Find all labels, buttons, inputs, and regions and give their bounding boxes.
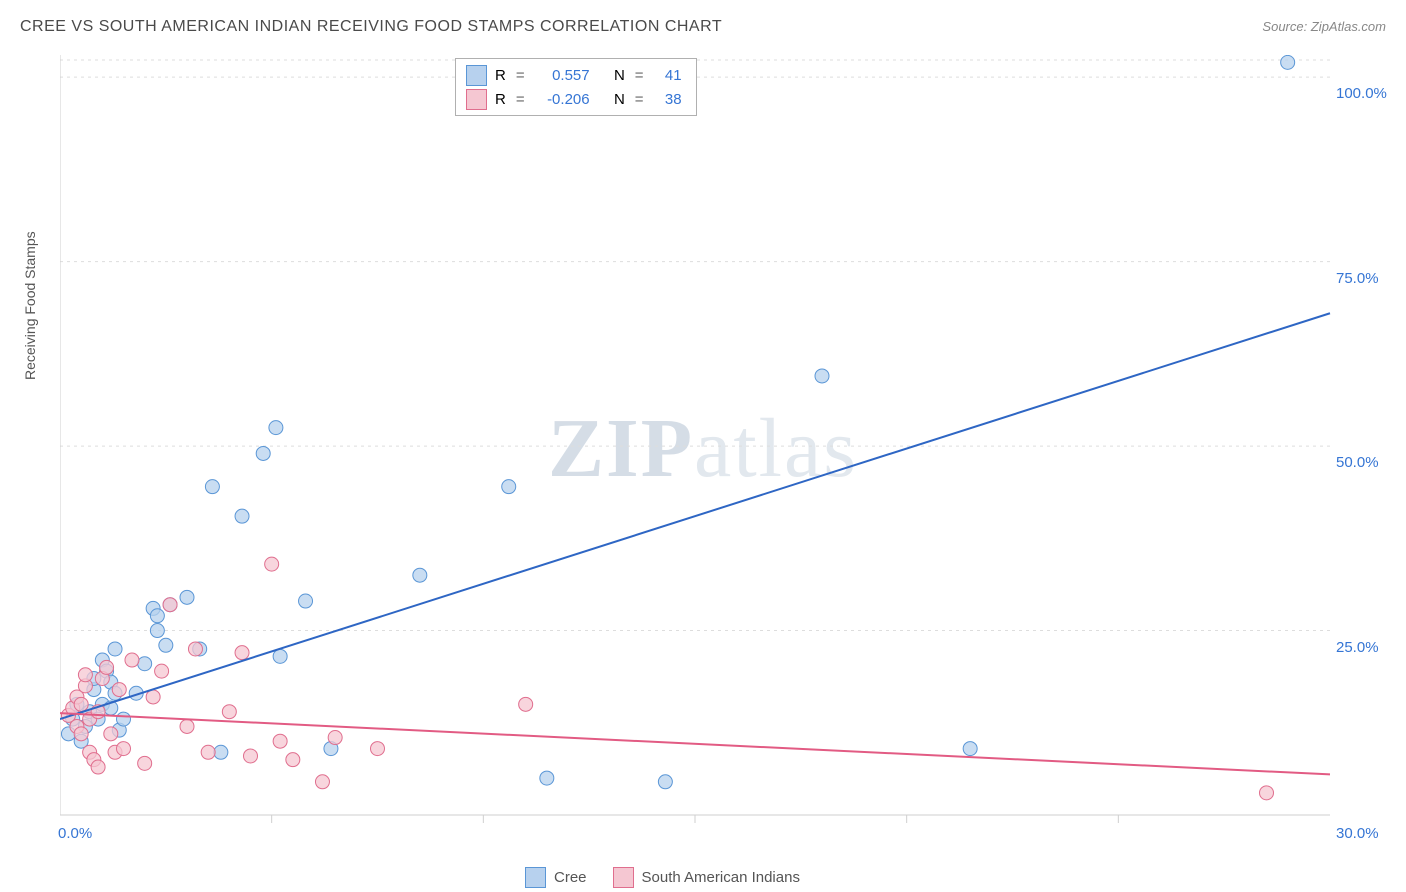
r-label: R — [495, 67, 506, 84]
n-label: N — [614, 91, 625, 108]
r-label: R — [495, 91, 506, 108]
equals-sign: = — [516, 91, 525, 108]
chart-area — [60, 55, 1380, 845]
n-label: N — [614, 67, 625, 84]
y-tick-label: 50.0% — [1336, 454, 1379, 471]
swatch-sai — [466, 89, 487, 110]
equals-sign: = — [635, 67, 644, 84]
legend-item-cree: Cree — [525, 867, 587, 888]
source-value: ZipAtlas.com — [1311, 19, 1386, 34]
legend-label-sai: South American Indians — [642, 869, 800, 886]
y-tick-label: 100.0% — [1336, 85, 1387, 102]
chart-header: CREE VS SOUTH AMERICAN INDIAN RECEIVING … — [20, 18, 1386, 36]
legend-correlation: R = 0.557 N = 41 R = -0.206 N = 38 — [455, 58, 697, 116]
equals-sign: = — [635, 91, 644, 108]
y-tick-label: 75.0% — [1336, 270, 1379, 287]
swatch-cree — [466, 65, 487, 86]
n-value-sai: 38 — [654, 91, 682, 108]
legend-label-cree: Cree — [554, 869, 587, 886]
x-tick-label: 30.0% — [1336, 825, 1379, 842]
equals-sign: = — [516, 67, 525, 84]
legend-row-sai: R = -0.206 N = 38 — [466, 87, 682, 111]
r-value-sai: -0.206 — [535, 91, 590, 108]
y-tick-label: 25.0% — [1336, 639, 1379, 656]
swatch-cree-icon — [525, 867, 546, 888]
x-tick-label: 0.0% — [58, 825, 92, 842]
chart-title: CREE VS SOUTH AMERICAN INDIAN RECEIVING … — [20, 18, 722, 36]
source-label: Source: — [1262, 19, 1307, 34]
chart-source: Source: ZipAtlas.com — [1262, 19, 1386, 34]
legend-series: Cree South American Indians — [525, 867, 800, 888]
swatch-sai-icon — [613, 867, 634, 888]
r-value-cree: 0.557 — [535, 67, 590, 84]
chart-svg — [60, 55, 1380, 845]
legend-item-sai: South American Indians — [613, 867, 800, 888]
n-value-cree: 41 — [654, 67, 682, 84]
legend-row-cree: R = 0.557 N = 41 — [466, 63, 682, 87]
y-axis-label: Receiving Food Stamps — [22, 231, 38, 380]
